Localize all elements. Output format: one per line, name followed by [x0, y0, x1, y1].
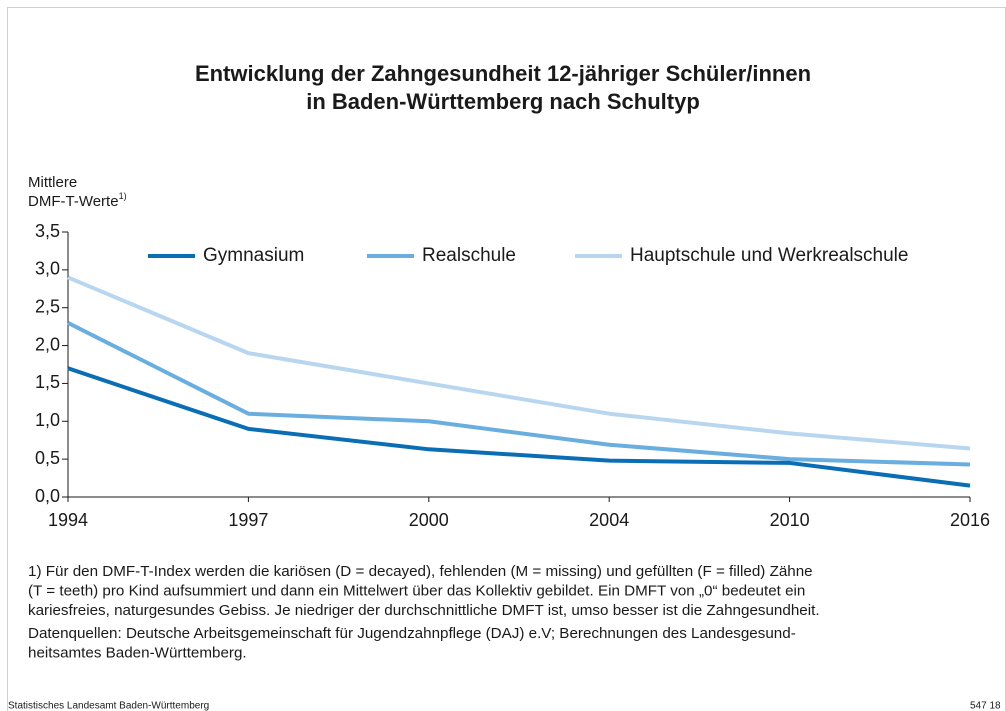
line-series: [67, 366, 971, 488]
y-tick-label: 1,0: [35, 410, 60, 430]
y-tick-label: 2,5: [35, 296, 60, 316]
footer-right: 547 18: [970, 701, 1001, 711]
line-series: [67, 321, 971, 467]
y-tick-label: 2,0: [35, 334, 60, 354]
y-axis-label-text: DMF-T-Werte: [28, 193, 119, 210]
y-axis-label-note: 1): [119, 191, 127, 201]
y-tick-label: 1,5: [35, 372, 60, 392]
y-tick-label: 3,0: [35, 259, 60, 279]
footer-left: Statistisches Landesamt Baden-Württember…: [8, 701, 209, 711]
footnote: kariesfreies, naturgesundes Gebiss. Je n…: [28, 602, 820, 619]
footnote: 1) Für den DMF-T-Index werden die kariös…: [28, 563, 813, 580]
x-tick-label: 1997: [228, 510, 268, 530]
legend-label: Realschule: [422, 245, 516, 266]
legend-label: Gymnasium: [203, 245, 304, 266]
legend-label: Hauptschule und Werkrealschule: [630, 245, 908, 266]
line-series: [67, 275, 971, 451]
sources: heitsamtes Baden-Württemberg.: [28, 645, 247, 662]
y-tick-label: 3,5: [35, 221, 60, 241]
x-tick-label: 2016: [950, 510, 990, 530]
x-tick-label: 2004: [589, 510, 629, 530]
chart-title: in Baden-Württemberg nach Schultyp: [306, 89, 700, 114]
x-tick-label: 1994: [48, 510, 88, 530]
footnote: (T = teeth) pro Kind aufsummiert und dan…: [28, 583, 805, 600]
y-axis-label: DMF-T-Werte1): [28, 191, 127, 210]
y-axis-label: Mittlere: [28, 174, 77, 191]
x-tick-label: 2010: [770, 510, 810, 530]
sources: Datenquellen: Deutsche Arbeitsgemeinscha…: [28, 625, 796, 642]
chart-title: Entwicklung der Zahngesundheit 12-jährig…: [195, 61, 811, 86]
y-tick-label: 0,5: [35, 448, 60, 468]
y-tick-label: 0,0: [35, 486, 60, 506]
x-tick-label: 2000: [409, 510, 449, 530]
